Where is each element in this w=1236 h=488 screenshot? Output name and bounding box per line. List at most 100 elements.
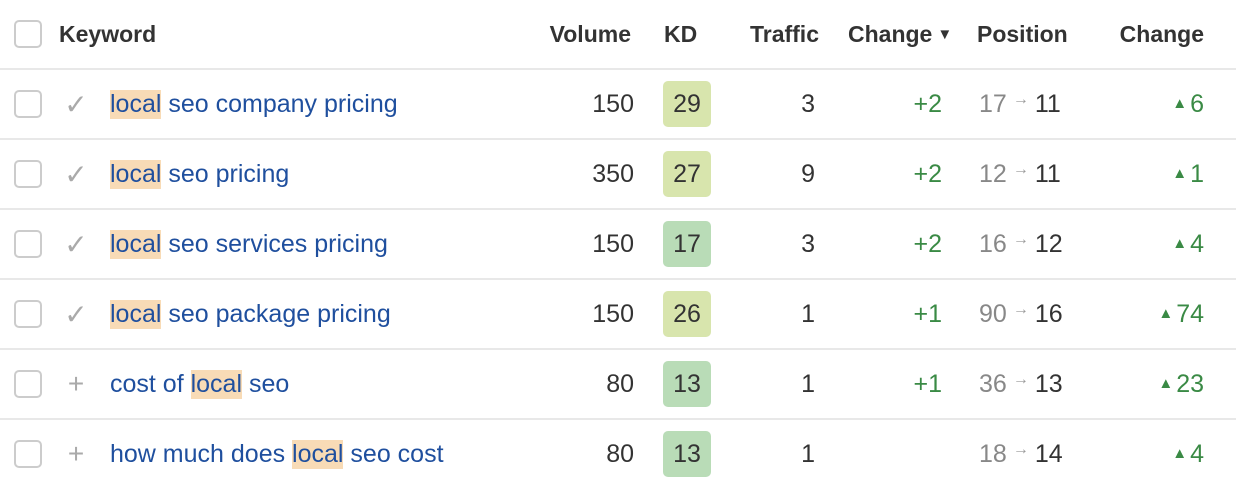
table-row: ✓ local seo package pricing 150 26 1 +1 … (0, 278, 1236, 348)
traffic-change: +2 (913, 229, 942, 258)
header-kd[interactable]: KD (664, 20, 698, 47)
position: 16 → 12 (979, 210, 1063, 278)
keyword-suffix: seo services pricing (161, 229, 388, 258)
row-checkbox[interactable] (14, 440, 42, 468)
position-from: 16 (979, 229, 1007, 258)
header-keyword[interactable]: Keyword (59, 20, 157, 47)
arrow-right-icon: → (1012, 91, 1029, 108)
keyword-link[interactable]: local seo company pricing (110, 70, 398, 138)
table-row: ✓ local seo services pricing 150 17 3 +2… (0, 208, 1236, 278)
traffic-change: +1 (913, 369, 942, 398)
position-from: 18 (979, 439, 1007, 468)
arrow-right-icon: → (1012, 441, 1029, 458)
position-change: ▲ 1 (1172, 140, 1204, 208)
header-position-change[interactable]: Change (1119, 20, 1204, 47)
keyword-suffix: seo cost (343, 439, 444, 468)
checkmark-icon[interactable]: ✓ (64, 158, 88, 190)
triangle-up-icon: ▲ (1172, 94, 1188, 112)
row-checkbox[interactable] (14, 90, 42, 118)
kd-cell: 26 (663, 280, 711, 348)
header-traffic[interactable]: Traffic (749, 20, 819, 47)
volume: 350 (592, 159, 634, 188)
position-change: ▲ 6 (1172, 70, 1204, 138)
traffic: 9 (801, 159, 815, 188)
position-change: ▲ 4 (1172, 210, 1204, 278)
triangle-up-icon: ▲ (1172, 164, 1188, 182)
plus-icon[interactable]: + (67, 368, 85, 399)
keyword-suffix: seo (242, 369, 290, 398)
traffic: 1 (801, 299, 815, 328)
keyword-link[interactable]: local seo package pricing (110, 280, 391, 348)
volume: 150 (592, 89, 634, 118)
position-from: 36 (979, 369, 1007, 398)
keyword-prefix: how much does (110, 439, 293, 468)
keyword-suffix: seo pricing (161, 159, 290, 188)
plus-icon[interactable]: + (67, 438, 85, 469)
position-change-value: 6 (1190, 89, 1204, 118)
position-to: 11 (1034, 159, 1061, 188)
row-checkbox[interactable] (14, 300, 42, 328)
kd-badge: 29 (663, 81, 711, 127)
position-from: 17 (979, 89, 1007, 118)
kd-badge: 26 (663, 291, 711, 337)
checkmark-icon[interactable]: ✓ (64, 298, 88, 330)
position: 18 → 14 (979, 420, 1063, 488)
position-change-value: 74 (1176, 299, 1204, 328)
keyword-highlight: local (292, 439, 344, 469)
keyword-link[interactable]: cost of local seo (110, 350, 289, 418)
traffic: 1 (801, 369, 815, 398)
volume: 80 (606, 439, 634, 468)
keyword-link[interactable]: local seo services pricing (110, 210, 388, 278)
header-change-label: Change (848, 20, 933, 47)
kd-cell: 17 (663, 210, 711, 278)
keyword-highlight: local (110, 229, 162, 259)
position-change: ▲ 74 (1158, 280, 1204, 348)
position: 12 → 11 (979, 140, 1061, 208)
row-checkbox[interactable] (14, 160, 42, 188)
keyword-link[interactable]: how much does local seo cost (110, 420, 444, 488)
position-from: 12 (979, 159, 1007, 188)
table-header: Keyword Volume KD Traffic Change ▼ Positi… (0, 0, 1236, 68)
arrow-right-icon: → (1012, 301, 1029, 318)
kd-badge: 13 (663, 361, 711, 407)
checkmark-icon[interactable]: ✓ (64, 88, 88, 120)
checkmark-icon[interactable]: ✓ (64, 228, 88, 260)
row-checkbox[interactable] (14, 230, 42, 258)
triangle-up-icon: ▲ (1158, 304, 1174, 322)
kd-cell: 13 (663, 420, 711, 488)
position-to: 13 (1034, 369, 1063, 398)
kd-badge: 27 (663, 151, 711, 197)
traffic-change: +2 (913, 89, 942, 118)
keyword-suffix: seo package pricing (161, 299, 391, 328)
table-row: ✓ local seo company pricing 150 29 3 +2 … (0, 68, 1236, 138)
header-volume[interactable]: Volume (549, 20, 631, 47)
row-checkbox[interactable] (14, 370, 42, 398)
keyword-highlight: local (110, 89, 162, 119)
kd-badge: 13 (663, 431, 711, 477)
select-all-checkbox[interactable] (14, 20, 42, 48)
position-to: 11 (1034, 89, 1061, 118)
kd-cell: 13 (663, 350, 711, 418)
traffic: 1 (801, 439, 815, 468)
header-change[interactable]: Change ▼ (848, 0, 952, 68)
keyword-prefix: cost of (110, 369, 191, 398)
volume: 150 (592, 229, 634, 258)
header-position[interactable]: Position (977, 20, 1068, 47)
position-to: 16 (1034, 299, 1063, 328)
kd-badge: 17 (663, 221, 711, 267)
position-change: ▲ 4 (1172, 420, 1204, 488)
keyword-highlight: local (110, 159, 162, 189)
position: 17 → 11 (979, 70, 1061, 138)
position: 36 → 13 (979, 350, 1063, 418)
arrow-right-icon: → (1012, 371, 1029, 388)
position-to: 12 (1034, 229, 1063, 258)
position-from: 90 (979, 299, 1007, 328)
position-to: 14 (1034, 439, 1063, 468)
volume: 150 (592, 299, 634, 328)
triangle-up-icon: ▲ (1172, 234, 1188, 252)
arrow-right-icon: → (1012, 231, 1029, 248)
position-change: ▲ 23 (1158, 350, 1204, 418)
keyword-link[interactable]: local seo pricing (110, 140, 289, 208)
kd-cell: 29 (663, 70, 711, 138)
traffic: 3 (801, 229, 815, 258)
